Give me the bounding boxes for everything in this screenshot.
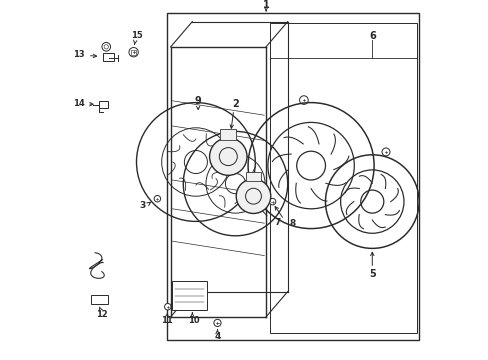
FancyBboxPatch shape — [246, 172, 260, 181]
Text: 9: 9 — [194, 96, 201, 106]
Text: 7: 7 — [274, 218, 280, 227]
Circle shape — [154, 195, 160, 202]
Text: 10: 10 — [187, 316, 199, 325]
Text: 8: 8 — [289, 219, 295, 228]
Text: 14: 14 — [73, 99, 84, 108]
Text: 13: 13 — [73, 50, 84, 59]
Text: 11: 11 — [161, 316, 172, 325]
FancyBboxPatch shape — [91, 295, 107, 304]
Text: 15: 15 — [130, 31, 142, 40]
Text: 12: 12 — [96, 310, 108, 319]
FancyBboxPatch shape — [172, 281, 206, 310]
FancyBboxPatch shape — [99, 101, 107, 108]
Text: 1: 1 — [262, 0, 269, 10]
Circle shape — [164, 303, 171, 310]
Text: 6: 6 — [368, 31, 375, 41]
FancyBboxPatch shape — [103, 53, 114, 61]
Circle shape — [129, 48, 138, 57]
Text: 5: 5 — [368, 269, 375, 279]
Circle shape — [213, 319, 221, 327]
FancyBboxPatch shape — [220, 129, 236, 140]
Circle shape — [209, 138, 246, 175]
Circle shape — [269, 198, 275, 205]
Text: 4: 4 — [214, 332, 220, 341]
Circle shape — [236, 179, 270, 213]
Circle shape — [299, 96, 307, 104]
Circle shape — [102, 42, 110, 51]
Text: 3: 3 — [140, 202, 146, 210]
Circle shape — [381, 148, 389, 156]
Text: 2: 2 — [232, 99, 238, 109]
